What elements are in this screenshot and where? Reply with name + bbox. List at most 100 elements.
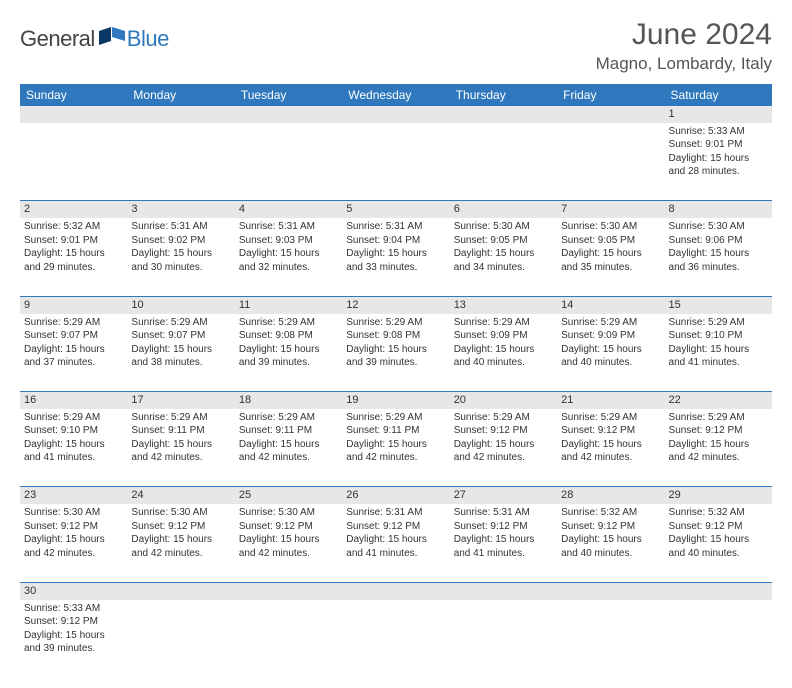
- sunrise-line: Sunrise: 5:29 AM: [24, 411, 123, 425]
- day-number-cell: 30: [20, 582, 127, 599]
- daylight-line-1: Daylight: 15 hours: [561, 533, 660, 547]
- day-cell: [557, 600, 664, 678]
- daylight-line-2: and 34 minutes.: [454, 261, 553, 275]
- sunrise-line: Sunrise: 5:29 AM: [131, 316, 230, 330]
- sunrise-line: Sunrise: 5:29 AM: [239, 316, 338, 330]
- day-header: Tuesday: [235, 84, 342, 106]
- daylight-line-2: and 42 minutes.: [561, 451, 660, 465]
- sunrise-line: Sunrise: 5:29 AM: [669, 316, 768, 330]
- daylight-line-2: and 42 minutes.: [239, 451, 338, 465]
- day-cell: [20, 123, 127, 201]
- daylight-line-2: and 29 minutes.: [24, 261, 123, 275]
- sunrise-line: Sunrise: 5:31 AM: [346, 506, 445, 520]
- day-number-cell: 20: [450, 392, 557, 409]
- sunrise-line: Sunrise: 5:30 AM: [454, 220, 553, 234]
- sunset-line: Sunset: 9:10 PM: [24, 424, 123, 438]
- daylight-line-2: and 42 minutes.: [454, 451, 553, 465]
- daylight-line-2: and 41 minutes.: [454, 547, 553, 561]
- daylight-line-2: and 41 minutes.: [346, 547, 445, 561]
- day-number-cell: 6: [450, 201, 557, 218]
- sunrise-line: Sunrise: 5:29 AM: [239, 411, 338, 425]
- sunset-line: Sunset: 9:05 PM: [561, 234, 660, 248]
- sunset-line: Sunset: 9:04 PM: [346, 234, 445, 248]
- sunset-line: Sunset: 9:07 PM: [24, 329, 123, 343]
- daylight-line-2: and 39 minutes.: [239, 356, 338, 370]
- day-cell: Sunrise: 5:31 AMSunset: 9:12 PMDaylight:…: [342, 504, 449, 582]
- calendar-header-row: SundayMondayTuesdayWednesdayThursdayFrid…: [20, 84, 772, 106]
- day-number-cell: 10: [127, 296, 234, 313]
- sunset-line: Sunset: 9:12 PM: [669, 520, 768, 534]
- day-number-row: 23242526272829: [20, 487, 772, 504]
- daylight-line-1: Daylight: 15 hours: [346, 247, 445, 261]
- day-number-cell: 9: [20, 296, 127, 313]
- daylight-line-1: Daylight: 15 hours: [239, 247, 338, 261]
- daylight-line-1: Daylight: 15 hours: [239, 343, 338, 357]
- day-number-row: 1: [20, 106, 772, 123]
- day-number-cell: 14: [557, 296, 664, 313]
- daylight-line-1: Daylight: 15 hours: [669, 152, 768, 166]
- daylight-line-1: Daylight: 15 hours: [24, 343, 123, 357]
- sunrise-line: Sunrise: 5:29 AM: [669, 411, 768, 425]
- daylight-line-2: and 41 minutes.: [669, 356, 768, 370]
- sunrise-line: Sunrise: 5:29 AM: [24, 316, 123, 330]
- daylight-line-1: Daylight: 15 hours: [561, 247, 660, 261]
- day-cell: Sunrise: 5:29 AMSunset: 9:12 PMDaylight:…: [450, 409, 557, 487]
- day-number-cell: 16: [20, 392, 127, 409]
- day-number-cell: 26: [342, 487, 449, 504]
- day-cell: Sunrise: 5:29 AMSunset: 9:12 PMDaylight:…: [557, 409, 664, 487]
- daylight-line-2: and 42 minutes.: [131, 451, 230, 465]
- day-number-cell: 1: [665, 106, 772, 123]
- day-cell: [450, 123, 557, 201]
- sunset-line: Sunset: 9:08 PM: [239, 329, 338, 343]
- daylight-line-1: Daylight: 15 hours: [669, 533, 768, 547]
- day-number-cell: 28: [557, 487, 664, 504]
- sunrise-line: Sunrise: 5:30 AM: [561, 220, 660, 234]
- daylight-line-1: Daylight: 15 hours: [454, 343, 553, 357]
- sunset-line: Sunset: 9:08 PM: [346, 329, 445, 343]
- day-number-cell: [342, 582, 449, 599]
- day-header: Thursday: [450, 84, 557, 106]
- sunrise-line: Sunrise: 5:30 AM: [239, 506, 338, 520]
- daylight-line-1: Daylight: 15 hours: [669, 343, 768, 357]
- daylight-line-2: and 40 minutes.: [561, 356, 660, 370]
- day-number-cell: [342, 106, 449, 123]
- day-content-row: Sunrise: 5:29 AMSunset: 9:07 PMDaylight:…: [20, 314, 772, 392]
- sunset-line: Sunset: 9:12 PM: [131, 520, 230, 534]
- day-cell: Sunrise: 5:30 AMSunset: 9:12 PMDaylight:…: [127, 504, 234, 582]
- sunset-line: Sunset: 9:05 PM: [454, 234, 553, 248]
- daylight-line-1: Daylight: 15 hours: [24, 533, 123, 547]
- sunset-line: Sunset: 9:07 PM: [131, 329, 230, 343]
- daylight-line-2: and 39 minutes.: [346, 356, 445, 370]
- day-cell: Sunrise: 5:29 AMSunset: 9:07 PMDaylight:…: [127, 314, 234, 392]
- daylight-line-2: and 39 minutes.: [24, 642, 123, 656]
- day-header: Friday: [557, 84, 664, 106]
- day-cell: Sunrise: 5:29 AMSunset: 9:11 PMDaylight:…: [342, 409, 449, 487]
- sunrise-line: Sunrise: 5:30 AM: [24, 506, 123, 520]
- day-cell: Sunrise: 5:29 AMSunset: 9:10 PMDaylight:…: [665, 314, 772, 392]
- sunrise-line: Sunrise: 5:31 AM: [454, 506, 553, 520]
- sunrise-line: Sunrise: 5:29 AM: [454, 411, 553, 425]
- day-number-cell: 27: [450, 487, 557, 504]
- sunset-line: Sunset: 9:12 PM: [561, 520, 660, 534]
- sunset-line: Sunset: 9:06 PM: [669, 234, 768, 248]
- sunrise-line: Sunrise: 5:33 AM: [669, 125, 768, 139]
- day-cell: Sunrise: 5:29 AMSunset: 9:09 PMDaylight:…: [557, 314, 664, 392]
- day-cell: [342, 123, 449, 201]
- daylight-line-1: Daylight: 15 hours: [239, 438, 338, 452]
- sunset-line: Sunset: 9:12 PM: [24, 520, 123, 534]
- sunset-line: Sunset: 9:12 PM: [454, 424, 553, 438]
- daylight-line-1: Daylight: 15 hours: [239, 533, 338, 547]
- day-number-cell: [450, 106, 557, 123]
- day-number-cell: 22: [665, 392, 772, 409]
- day-header: Saturday: [665, 84, 772, 106]
- day-number-cell: 25: [235, 487, 342, 504]
- sunrise-line: Sunrise: 5:31 AM: [346, 220, 445, 234]
- day-cell: Sunrise: 5:32 AMSunset: 9:01 PMDaylight:…: [20, 218, 127, 296]
- day-number-cell: [665, 582, 772, 599]
- sunrise-line: Sunrise: 5:29 AM: [454, 316, 553, 330]
- day-number-cell: [557, 582, 664, 599]
- day-cell: Sunrise: 5:31 AMSunset: 9:03 PMDaylight:…: [235, 218, 342, 296]
- daylight-line-2: and 36 minutes.: [669, 261, 768, 275]
- daylight-line-2: and 38 minutes.: [131, 356, 230, 370]
- day-number-row: 30: [20, 582, 772, 599]
